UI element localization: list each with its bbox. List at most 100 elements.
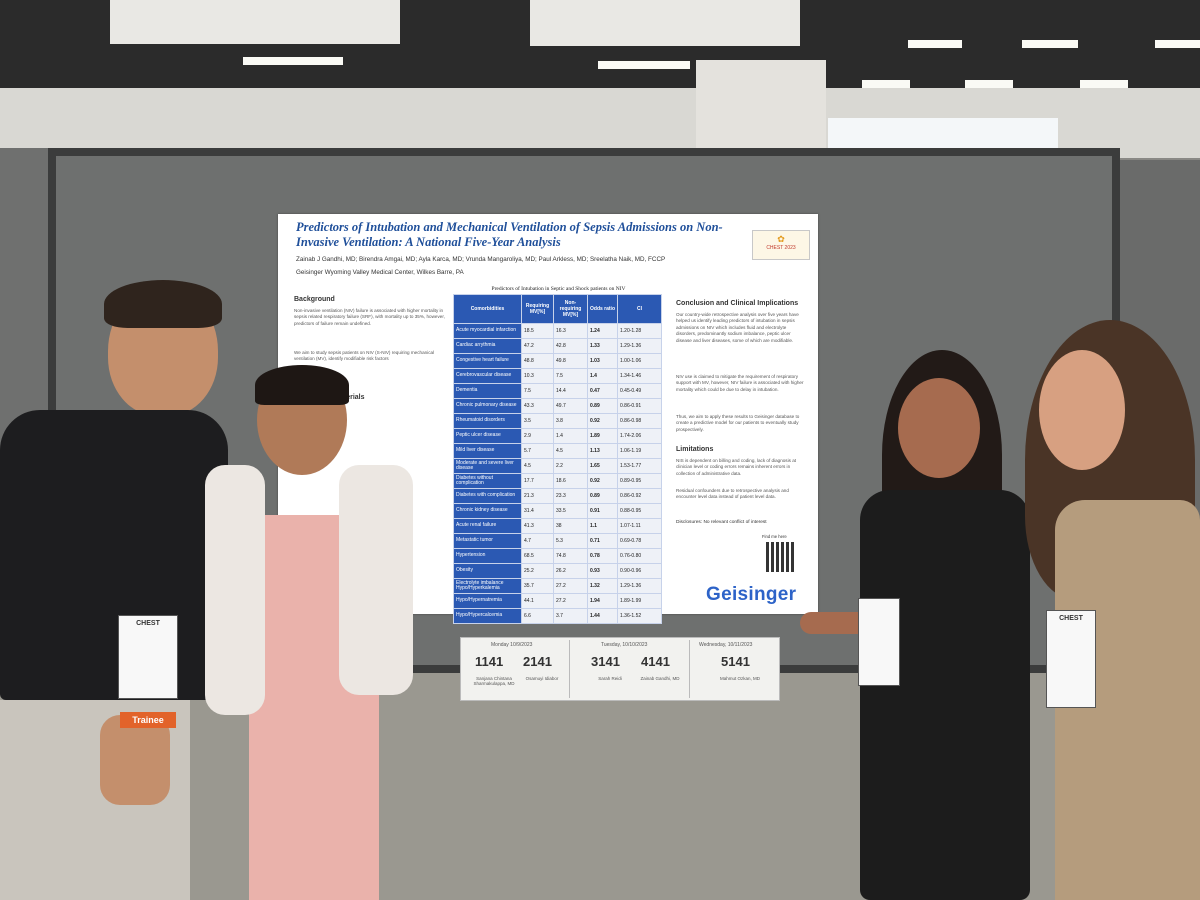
table-cell-comorbidity: Peptic ulcer disease [453,428,522,444]
conclusion-text: Our country-wide retrospective analysis … [676,312,799,343]
hands [100,715,170,805]
table-cell: 0.92 [587,473,618,489]
table-cell: 1.65 [587,458,618,474]
table-row: Chronic pulmonary disease 43.3 49.7 0.89 0.8… [453,398,662,414]
table-cell-comorbidity: Diabetes with complication [453,488,522,504]
table-cell-comorbidity: Hypo/Hypernatremia [453,593,522,609]
table-cell: 1.74-2.06 [617,428,662,444]
table-cell: 1.34-1.46 [617,368,662,384]
table-cell: 31.4 [521,503,554,519]
table-cell-comorbidity: Hypo/Hypercalcemia [453,608,522,624]
table-cell-comorbidity: Moderate and severe liver disease [453,458,522,474]
conclusion-text-2: NIV use is claimed to mitigate the requi… [676,374,804,392]
table-cell: 1.13 [587,443,618,459]
table-cell: 0.45-0.49 [617,383,662,399]
table-cell-comorbidity: Hypertension [453,548,522,564]
table-cell: 42.8 [553,338,588,354]
table-cell: 18.5 [521,323,554,339]
flower-icon: ✿ [777,234,785,244]
table-cell: 0.88-0.95 [617,503,662,519]
table-header: Requiring MV[%] [521,294,554,324]
table-cell-comorbidity: Cerebrovascular disease [453,368,522,384]
table-cell: 1.4 [553,428,588,444]
person-tweed-jacket [205,365,420,900]
board-number: 3141 [591,654,620,669]
table-cell: 1.53-1.77 [617,458,662,474]
table-cell: 1.89-1.99 [617,593,662,609]
table-cell: 10.3 [521,368,554,384]
table-cell: 68.5 [521,548,554,564]
hair [104,280,222,328]
name-badge: CHEST [118,615,178,699]
table-row: Obesity 25.2 26.2 0.93 0.90-0.96 [453,563,662,579]
table-header-row: Comorbidities Requiring MV[%] Non-requir… [453,294,662,324]
disclosures: Disclosures: No relevant conflict of int… [676,520,767,525]
table-cell-comorbidity: Electrolyte imbalance Hypo/Hyperkalemia [453,578,522,594]
table-cell: 1.4 [587,368,618,384]
table-cell: 49.7 [553,398,588,414]
floral-dress [860,490,1030,900]
table-cell-comorbidity: Chronic pulmonary disease [453,398,522,414]
find-me-label: Find me here [762,534,787,539]
table-row: Hypo/Hypercalcemia 6.6 3.7 1.44 1.36-1.52 [453,608,662,624]
table-cell: 1.29-1.36 [617,578,662,594]
table-cell-comorbidity: Congestive heart failure [453,353,522,369]
table-cell: 7.5 [553,368,588,384]
table-cell: 38 [553,518,588,534]
table-header: Non-requiring MV[%] [553,294,588,324]
table-cell: 1.44 [587,608,618,624]
table-cell: 26.2 [553,563,588,579]
name-badge [858,598,900,686]
table-header: CI [617,294,662,324]
table-cell: 7.5 [521,383,554,399]
table-cell: 3.7 [553,608,588,624]
table-row: Acute renal failure 41.3 38 1.1 1.07-1.11 [453,518,662,534]
table-cell: 1.29-1.36 [617,338,662,354]
table-cell: 1.33 [587,338,618,354]
table-row: Hypertension 68.5 74.8 0.78 0.76-0.80 [453,548,662,564]
table-cell: 43.3 [521,398,554,414]
board-presenter: Sarah Reidi [598,676,622,681]
limitations-text: NIS is dependent on billing and coding, … [676,458,797,476]
qr-code-icon[interactable] [766,542,796,572]
table-row: Metastatic tumor 4.7 5.3 0.71 0.69-0.78 [453,533,662,549]
table-row: Congestive heart failure 48.8 49.8 1.03 1.00… [453,353,662,369]
table-cell: 6.6 [521,608,554,624]
table-cell-comorbidity: Obesity [453,563,522,579]
board-presenter: Zainab Gandhi, MD [640,676,680,681]
face [1039,350,1125,470]
board-presenter: Sanjana Chintana Sharmakulappa, MD [473,676,515,686]
methods-heading: aterials [340,394,365,401]
black-shirt [0,410,228,700]
table-row: Hypo/Hypernatremia 44.1 27.2 1.94 1.89-1.99 [453,593,662,609]
limitations-text-2: Residual confounders due to retrospectiv… [676,488,789,500]
name-badge: CHEST [1046,610,1096,708]
jacket-right [339,465,413,695]
chest-conference-logo: ✿ CHEST 2023 [752,230,810,260]
table-cell: 0.86-0.92 [617,488,662,504]
table-cell: 47.2 [521,338,554,354]
poster-authors: Zainab J Gandhi, MD; Birendra Amgai, MD;… [296,256,666,263]
board-presenter: Mahmut Ozkan, MD [719,676,760,681]
table-cell: 1.36-1.52 [617,608,662,624]
table-row: Cardiac arrythmia 47.2 42.8 1.33 1.29-1.36 [453,338,662,354]
table-header: Comorbidities [453,294,522,324]
table-cell-comorbidity: Cardiac arrythmia [453,338,522,354]
predictors-table: Comorbidities Requiring MV[%] Non-requir… [453,294,662,624]
table-cell: 27.2 [553,578,588,594]
table-cell: 0.86-0.91 [617,398,662,414]
table-cell: 0.76-0.80 [617,548,662,564]
table-cell: 1.94 [587,593,618,609]
table-cell: 0.90-0.96 [617,563,662,579]
table-cell: 1.20-1.28 [617,323,662,339]
table-header: Odds ratio [587,294,618,324]
table-cell: 0.89 [587,488,618,504]
table-cell: 4.5 [553,443,588,459]
table-cell: 0.92 [587,413,618,429]
table-row: Dementia 7.5 14.4 0.47 0.45-0.49 [453,383,662,399]
poster-affiliation: Geisinger Wyoming Valley Medical Center,… [296,269,464,276]
table-cell: 44.1 [521,593,554,609]
table-cell: 14.4 [553,383,588,399]
table-cell: 74.8 [553,548,588,564]
table-row: Cerebrovascular disease 10.3 7.5 1.4 1.34-1.… [453,368,662,384]
